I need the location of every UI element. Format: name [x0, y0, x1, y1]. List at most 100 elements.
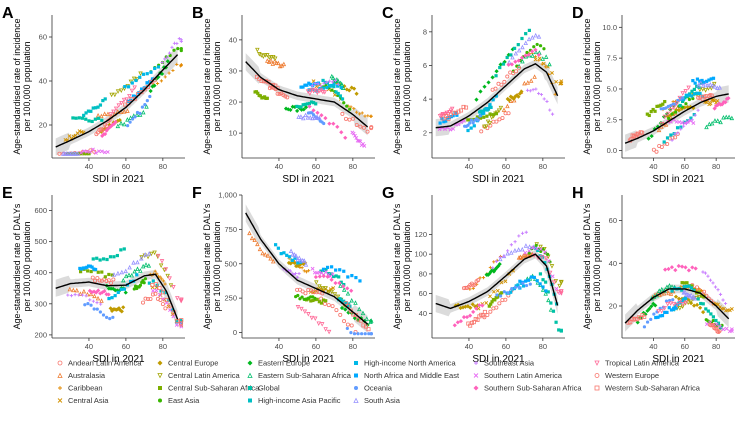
data-point: [94, 290, 99, 295]
data-point: [694, 285, 699, 290]
legend-item: Tropical Latin America: [594, 359, 680, 368]
data-point: [692, 87, 696, 92]
y-tick-label: 20: [609, 301, 617, 310]
x-axis-title: SDI in 2021: [282, 354, 335, 365]
data-point: [527, 248, 532, 253]
data-point: [71, 287, 76, 293]
data-point: [145, 296, 150, 301]
data-point: [478, 89, 483, 94]
data-point: [311, 298, 315, 303]
data-point: [695, 84, 699, 88]
data-point: [668, 108, 674, 113]
data-point: [171, 308, 175, 312]
data-point: [536, 248, 540, 253]
data-point: [116, 290, 120, 295]
data-point: [295, 104, 299, 109]
data-point: [301, 115, 306, 121]
data-point: [708, 101, 713, 106]
data-point: [360, 332, 364, 336]
data-point: [167, 298, 171, 302]
data-point: [104, 124, 109, 129]
data-point: [77, 152, 82, 156]
data-point: [330, 265, 334, 269]
data-point: [509, 53, 513, 57]
data-point: [343, 116, 348, 121]
data-point: [130, 81, 134, 85]
data-point: [495, 288, 500, 293]
data-point: [139, 255, 144, 261]
data-point: [670, 289, 674, 293]
data-point: [92, 267, 96, 271]
data-point: [363, 324, 368, 329]
x-tick-label: 60: [502, 342, 510, 351]
data-point: [309, 315, 315, 321]
data-point: [167, 51, 172, 55]
data-point: [523, 250, 528, 255]
data-point: [721, 114, 726, 120]
data-point: [156, 65, 161, 69]
data-point: [67, 134, 72, 138]
data-point: [91, 106, 95, 110]
data-point: [85, 265, 89, 269]
data-point: [343, 307, 348, 312]
data-point: [519, 55, 525, 60]
data-point: [101, 98, 105, 103]
data-point: [525, 88, 530, 92]
data-point: [690, 295, 695, 300]
data-point: [472, 124, 476, 128]
data-point: [325, 265, 330, 269]
data-point: [510, 287, 514, 291]
legend-item: Global: [248, 384, 280, 393]
data-point: [675, 126, 680, 130]
panel-G: G 40 60 80 100 120 40 60 80 SDI in 2021 Age-standa…: [382, 185, 565, 365]
data-point: [293, 253, 299, 258]
legend-marker: [354, 361, 358, 365]
data-point: [519, 89, 524, 94]
data-point: [695, 77, 700, 81]
data-point: [513, 59, 518, 64]
data-point: [541, 285, 545, 289]
data-point: [669, 308, 674, 312]
data-point: [79, 150, 84, 155]
data-point: [662, 140, 666, 144]
data-point: [449, 115, 453, 119]
legend-marker: [248, 398, 252, 403]
data-point: [170, 45, 174, 49]
data-point: [349, 323, 354, 328]
data-point: [345, 322, 350, 327]
data-point: [83, 266, 87, 270]
data-point: [95, 112, 101, 118]
data-point: [646, 136, 651, 141]
data-point: [157, 292, 162, 297]
data-point: [488, 103, 492, 107]
data-point: [715, 85, 720, 90]
data-point: [313, 274, 318, 280]
legend: Andean Latin America Australasia Caribbean…: [57, 359, 701, 405]
data-point: [537, 91, 541, 96]
data-point: [127, 93, 132, 99]
data-point: [649, 109, 653, 114]
data-point: [548, 108, 552, 112]
legend-label: East Asia: [168, 396, 200, 405]
data-point: [458, 305, 463, 311]
data-point: [111, 315, 115, 319]
data-point: [518, 279, 522, 283]
data-point: [535, 246, 539, 251]
data-point: [698, 79, 702, 83]
data-point: [297, 287, 302, 292]
data-point: [307, 104, 312, 109]
data-point: [179, 39, 183, 44]
trend-line: [245, 61, 369, 128]
data-point: [342, 101, 346, 105]
data-point: [123, 85, 127, 89]
data-point: [451, 126, 456, 131]
x-axis-title: SDI in 2021: [472, 354, 525, 365]
data-point: [692, 112, 696, 117]
legend-label: Southeast Asia: [484, 359, 535, 368]
data-point: [492, 260, 496, 264]
data-point: [311, 88, 316, 94]
data-point: [164, 298, 169, 303]
data-point: [707, 78, 711, 82]
trend-line: [55, 54, 179, 148]
data-point: [683, 265, 688, 270]
